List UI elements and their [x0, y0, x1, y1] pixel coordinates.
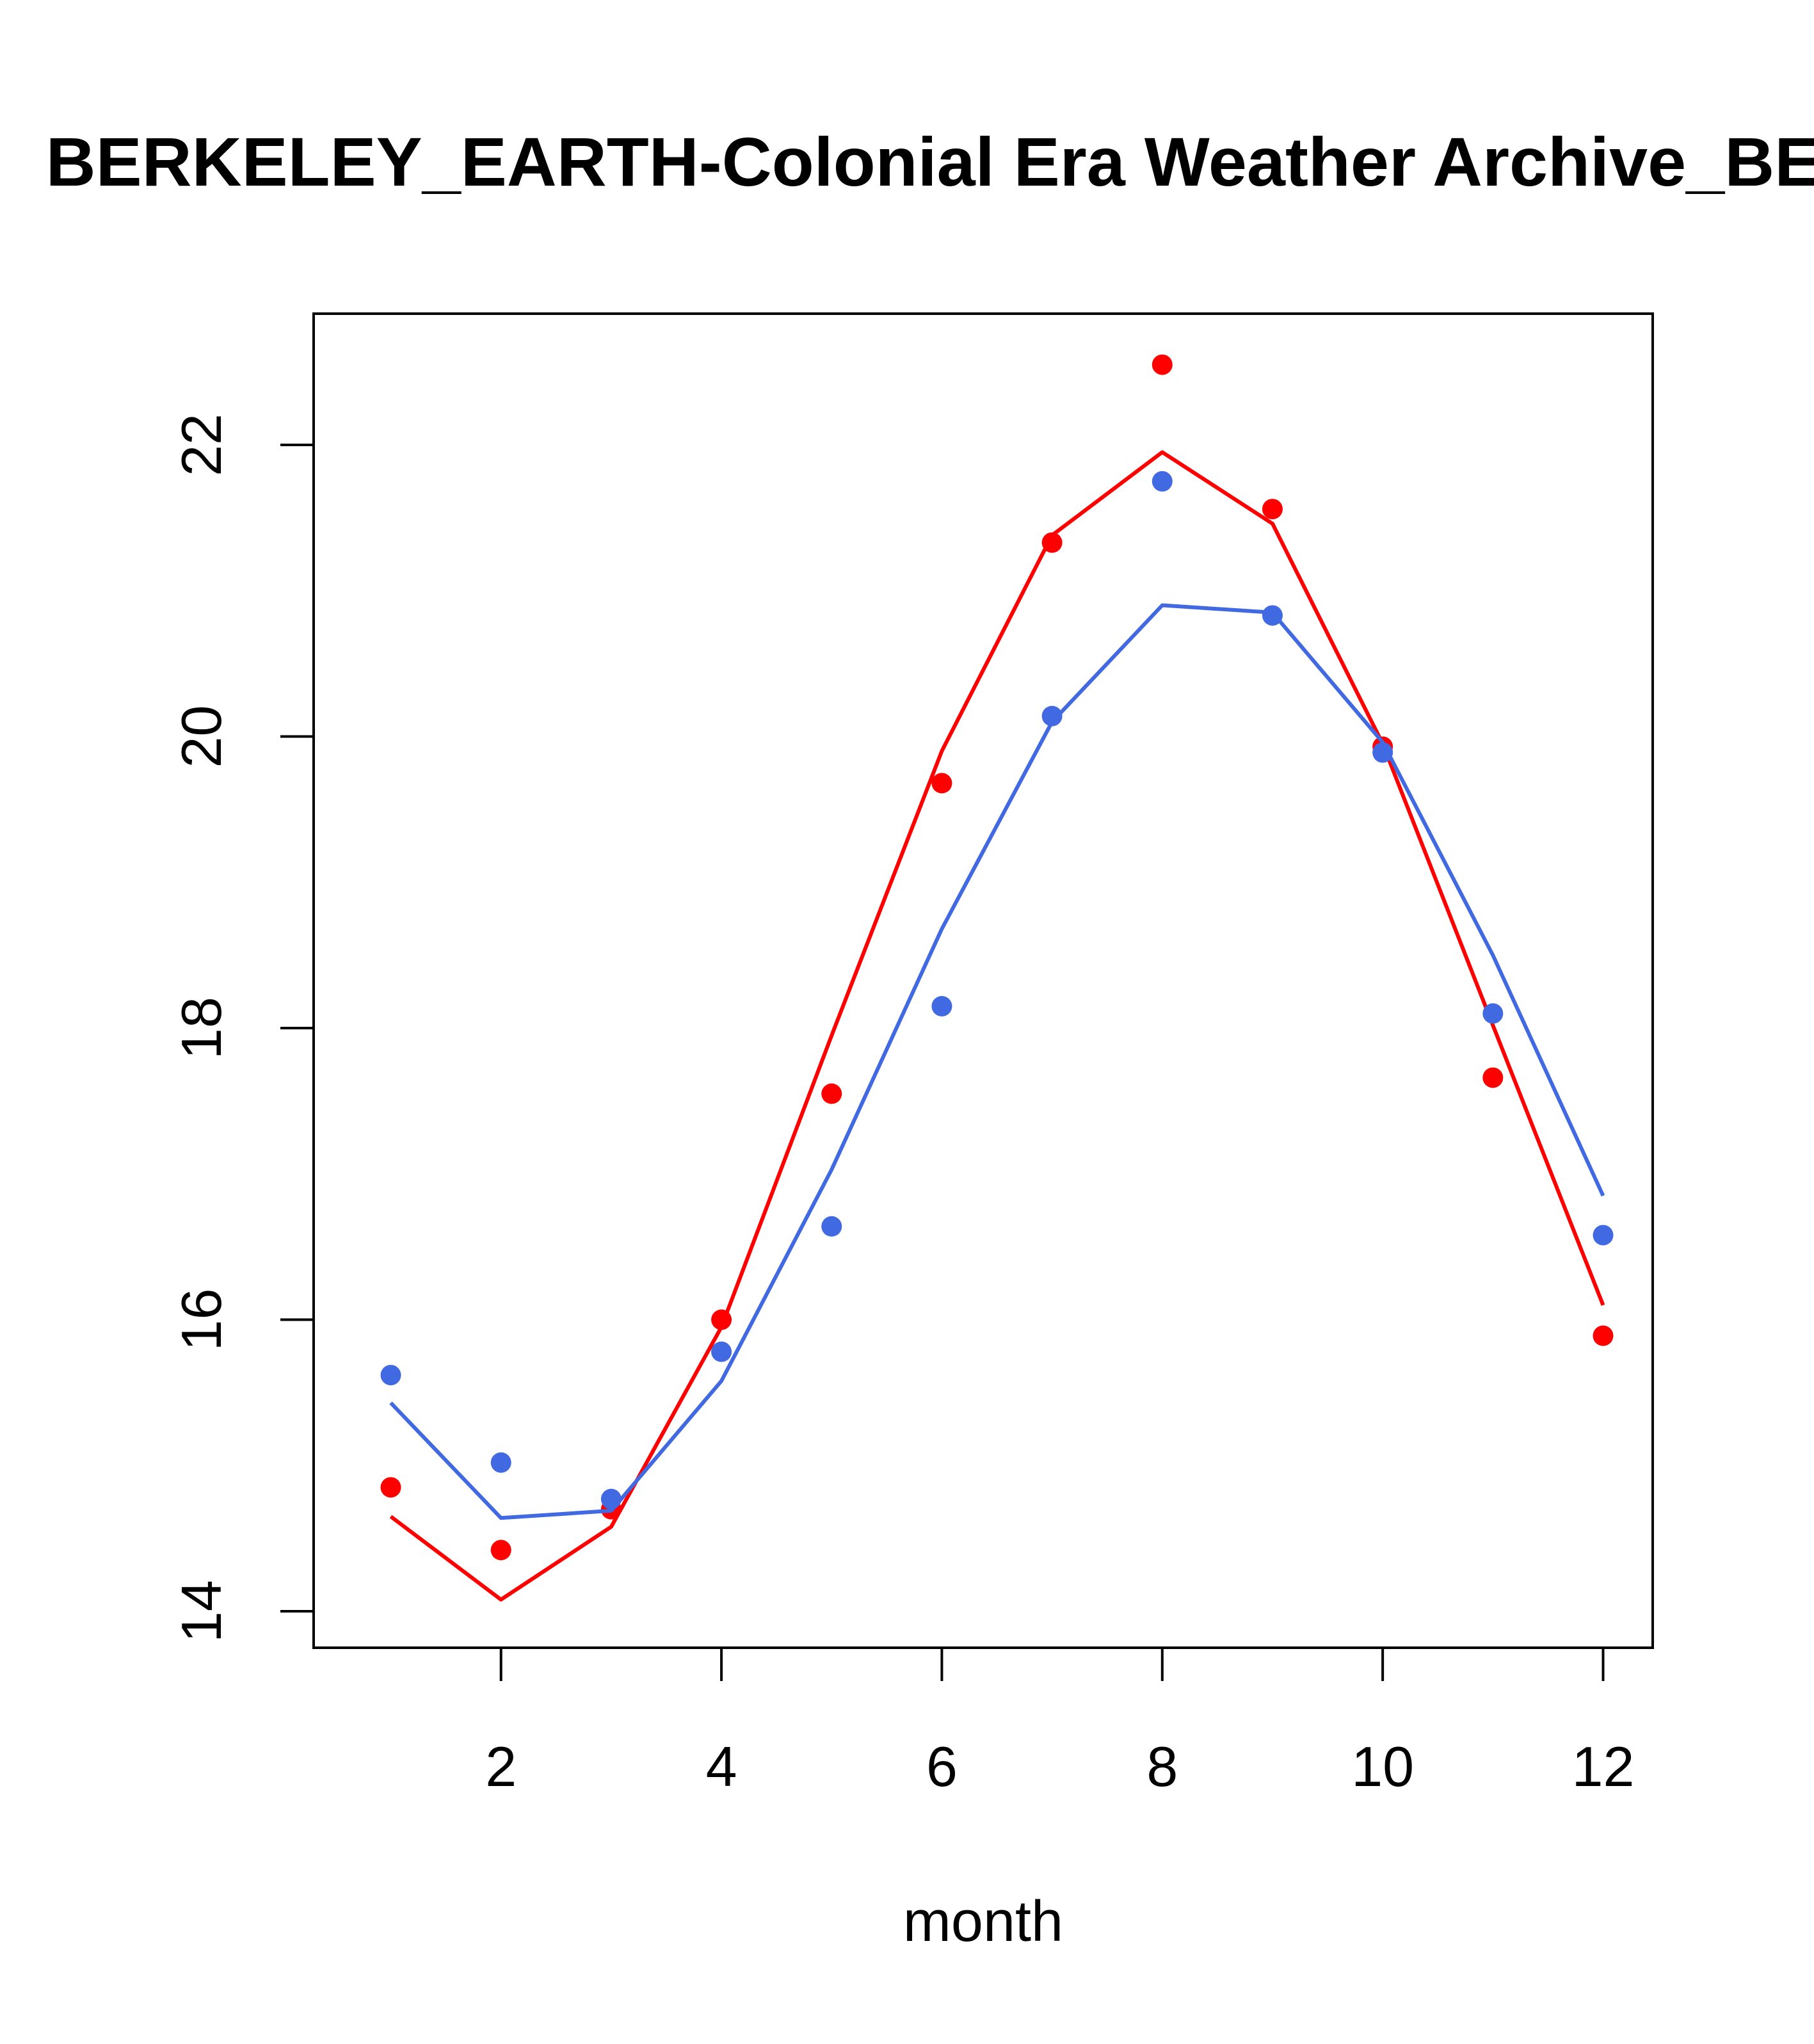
x-tick-label: 6	[926, 1735, 958, 1798]
series-1-point	[1262, 499, 1283, 520]
series-1-point	[490, 1540, 511, 1561]
series-2-point	[1041, 705, 1063, 727]
x-tick-label: 10	[1351, 1735, 1414, 1798]
series-2-point	[1152, 471, 1173, 492]
series-1-point	[1482, 1067, 1504, 1088]
series-2-point	[931, 995, 952, 1017]
x-tick-label: 8	[1146, 1735, 1178, 1798]
series-2-point	[1482, 1003, 1504, 1024]
series-1-point	[1041, 532, 1063, 553]
series-2-point	[600, 1488, 622, 1509]
series-2-point	[821, 1216, 842, 1237]
series-2-point	[711, 1341, 732, 1362]
x-tick-label: 12	[1572, 1735, 1635, 1798]
series-1-point	[1593, 1325, 1614, 1346]
y-tick-label: 14	[170, 1580, 233, 1643]
series-1-point	[821, 1083, 842, 1104]
y-tick-label: 20	[170, 705, 233, 768]
series-1-point	[931, 773, 952, 794]
y-tick-label: 22	[170, 414, 233, 476]
series-2-point	[1372, 742, 1393, 763]
y-tick-label: 16	[170, 1289, 233, 1351]
series-2-point	[490, 1452, 511, 1473]
plot-area: 2 4 6 8 10 12 14 16 18 20 22	[170, 312, 1654, 1798]
chart-title: BERKELEY_EARTH-Colonial Era Weather Arch…	[46, 123, 1814, 200]
series-2-point	[1593, 1225, 1614, 1246]
plot-frame	[312, 312, 1654, 1649]
series-1-point	[380, 1477, 401, 1498]
series-1-point	[711, 1309, 732, 1330]
series-2-line	[389, 603, 1605, 1520]
series-1-line	[389, 450, 1605, 1602]
x-tick-label: 4	[706, 1735, 737, 1798]
y-tick-label: 18	[170, 997, 233, 1059]
series-2-point	[380, 1365, 401, 1386]
series-2-point	[1262, 605, 1283, 626]
series-1-point	[1152, 354, 1173, 375]
x-tick-label: 2	[485, 1735, 517, 1798]
x-axis-label: month	[903, 1890, 1063, 1954]
